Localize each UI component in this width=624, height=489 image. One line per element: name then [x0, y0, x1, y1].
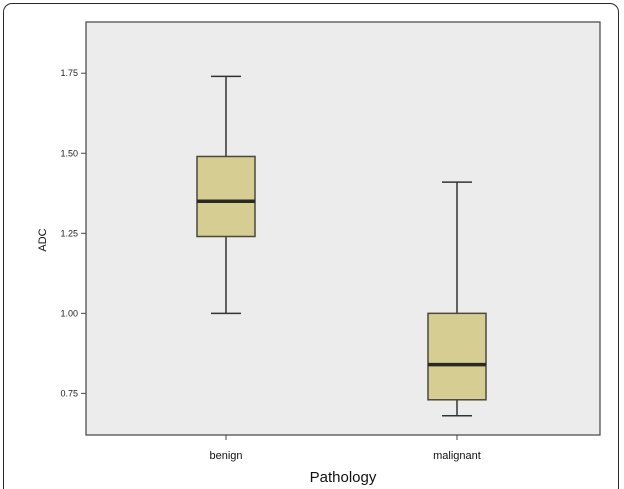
plot-area	[85, 21, 601, 436]
x-tick-label: benign	[209, 450, 242, 462]
x-tick-label: malignant	[433, 450, 481, 462]
y-tick-label: 0.75	[60, 388, 78, 398]
iqr-box	[196, 155, 256, 238]
x-axis-ticks: benign malignant	[209, 435, 481, 462]
y-tick-label: 1.25	[60, 228, 78, 238]
iqr-box	[427, 312, 487, 401]
y-axis-ticks: 0.75 1.00 1.25 1.50 1.75	[60, 68, 86, 398]
y-axis-title: ADC	[37, 228, 49, 251]
box-series	[196, 75, 487, 417]
y-tick-label: 1.00	[60, 308, 78, 318]
y-tick-label: 1.75	[60, 68, 78, 78]
x-axis-title: Pathology	[310, 469, 377, 486]
y-tick-label: 1.50	[60, 148, 78, 158]
